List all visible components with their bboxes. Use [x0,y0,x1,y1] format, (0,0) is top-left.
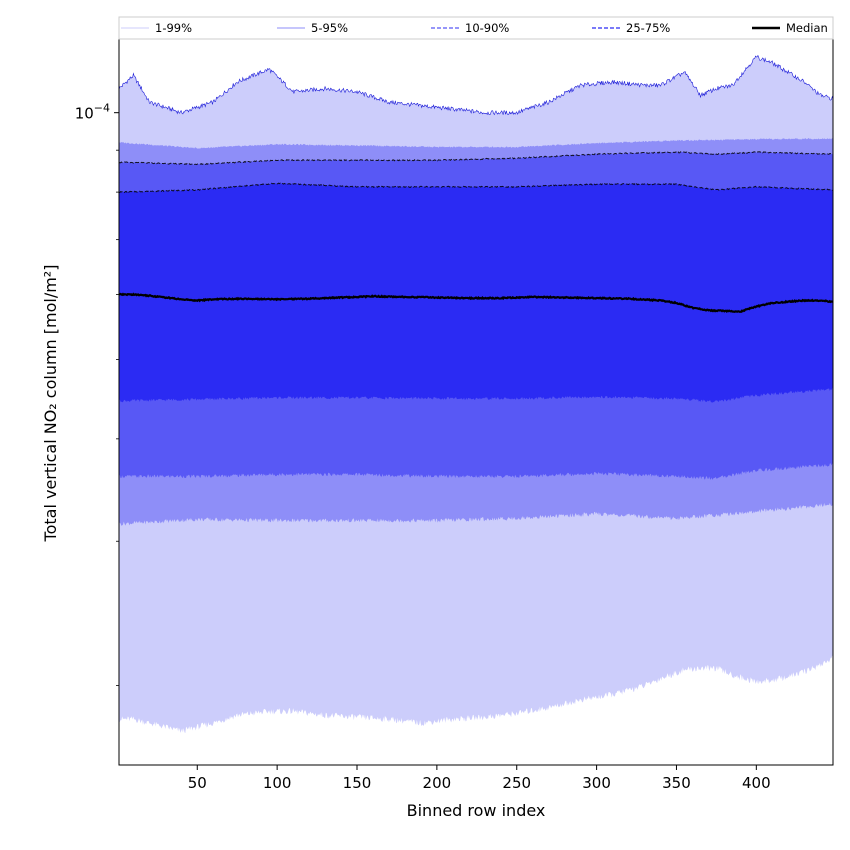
y-tick-label: 10−4 [75,102,110,123]
legend-label-5to95: 5-95% [311,21,348,35]
x-tick-label-300: 300 [582,774,611,792]
line-10to90-upper [119,151,833,166]
band-25to75 [119,183,833,403]
x-tick-label-250: 250 [502,774,531,792]
x-tick-label-200: 200 [423,774,452,792]
plot-content [119,54,833,734]
x-axis-label: Binned row index [407,801,546,820]
legend-label-1to99: 1-99% [155,21,192,35]
x-tick-label-400: 400 [742,774,771,792]
legend: 1-99% 5-95% 10-90% 25-75% Median [118,16,834,40]
legend-label-25to75: 25-75% [626,21,670,35]
axes: 50 100 150 200 250 300 350 400 10−4 [75,38,834,792]
legend-label-median: Median [786,21,828,35]
legend-box [118,16,834,40]
x-tick-label-350: 350 [662,774,691,792]
x-tick-label-150: 150 [343,774,372,792]
plot-area [119,54,833,734]
y-tick-label-base: 10 [75,105,94,123]
legend-label-10to90: 10-90% [465,21,509,35]
x-tick-label-50: 50 [188,774,207,792]
line-25to75-upper [119,182,833,194]
y-axis-label: Total vertical NO₂ column [mol/m²] [41,265,60,543]
y-tick-label-exponent: −4 [94,102,110,115]
x-tick-label-100: 100 [263,774,292,792]
median-line [119,292,833,313]
band-1to99-upper-edge [119,54,833,116]
